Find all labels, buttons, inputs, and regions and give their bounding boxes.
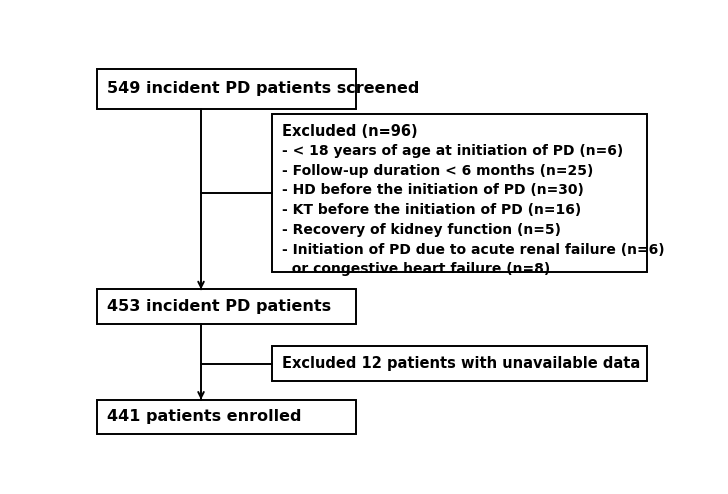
Text: or congestive heart failure (n=8): or congestive heart failure (n=8) [282, 262, 550, 277]
Text: - Recovery of kidney function (n=5): - Recovery of kidney function (n=5) [282, 223, 561, 237]
Bar [97, 400, 356, 434]
Bar [97, 69, 356, 109]
Text: Excluded 12 patients with unavailable data: Excluded 12 patients with unavailable da… [282, 356, 640, 371]
Text: - < 18 years of age at initiation of PD (n=6): - < 18 years of age at initiation of PD … [282, 144, 623, 158]
Bar [272, 346, 646, 381]
Text: Excluded (n=96): Excluded (n=96) [282, 124, 417, 139]
Text: 549 incident PD patients screened: 549 incident PD patients screened [107, 81, 419, 96]
Text: - Follow-up duration < 6 months (n=25): - Follow-up duration < 6 months (n=25) [282, 164, 593, 177]
Text: - HD before the initiation of PD (n=30): - HD before the initiation of PD (n=30) [282, 183, 584, 197]
Bar [272, 115, 646, 272]
Text: 453 incident PD patients: 453 incident PD patients [107, 299, 331, 314]
Text: 441 patients enrolled: 441 patients enrolled [107, 410, 301, 424]
Text: - KT before the initiation of PD (n=16): - KT before the initiation of PD (n=16) [282, 203, 581, 217]
Bar [97, 289, 356, 324]
Text: - Initiation of PD due to acute renal failure (n=6): - Initiation of PD due to acute renal fa… [282, 243, 665, 256]
